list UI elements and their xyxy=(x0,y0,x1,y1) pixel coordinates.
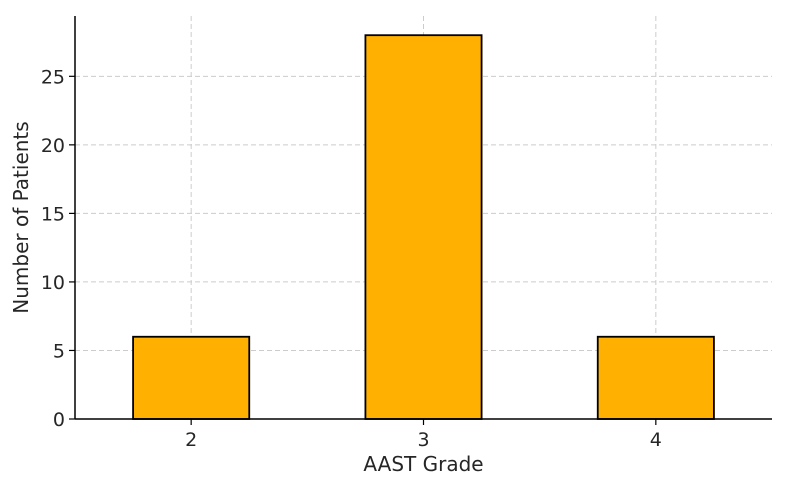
y-axis-title: Number of Patients xyxy=(9,121,33,313)
x-tick-label: 4 xyxy=(650,429,662,451)
x-tick-label: 2 xyxy=(185,429,197,451)
y-ticks: 0 5 10 15 20 25 xyxy=(41,66,75,431)
y-tick-label: 0 xyxy=(53,409,65,431)
y-tick-label: 15 xyxy=(41,203,65,225)
bars xyxy=(132,34,715,420)
y-tick-label: 20 xyxy=(41,135,65,157)
bar-grade-3 xyxy=(364,34,483,420)
x-ticks: 2 3 4 xyxy=(185,419,662,451)
y-tick-label: 10 xyxy=(41,272,65,294)
bar-grade-4 xyxy=(596,335,715,420)
y-tick-label: 25 xyxy=(41,66,65,88)
x-axis-title: AAST Grade xyxy=(363,452,483,476)
x-tick-label: 3 xyxy=(417,429,429,451)
bar-grade-2 xyxy=(132,335,251,420)
y-tick-label: 5 xyxy=(53,340,65,362)
